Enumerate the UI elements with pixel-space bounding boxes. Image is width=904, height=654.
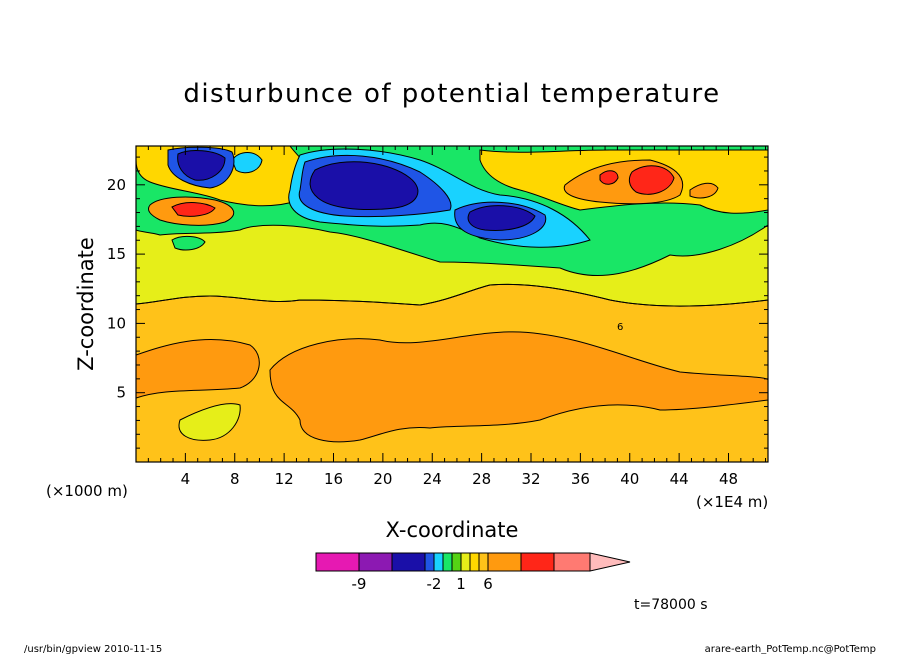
x-axis: 4 8 12 16 20 24 28 32 36 40 44 48 (147, 146, 767, 488)
colorbar-label: -9 (352, 575, 367, 593)
colorbar-arrow (589, 552, 631, 572)
colorbar-swatch (478, 552, 489, 572)
x-tick-label: 20 (373, 470, 392, 488)
colorbar-swatch (424, 552, 435, 572)
colorbar-label: -2 (427, 575, 442, 593)
region-warm-core (136, 331, 768, 443)
x-unit-left: (×1000 m) (46, 482, 128, 500)
timestamp: t=78000 s (634, 597, 708, 613)
region-upper-orange (147, 159, 719, 226)
colorbar-swatch (487, 552, 522, 572)
contour-label: 6 (617, 322, 623, 333)
x-tick-label: 40 (620, 470, 639, 488)
y-tick-label: 10 (107, 314, 126, 332)
x-unit-right: (×1E4 m) (696, 493, 768, 511)
x-tick-label: 44 (670, 470, 689, 488)
y-axis-label: Z-coordinate (74, 237, 98, 371)
colorbar-swatch (460, 552, 471, 572)
x-tick-label: 8 (230, 470, 240, 488)
colorbar-swatch (315, 552, 360, 572)
footer-right: arare-earth_PotTemp.nc@PotTemp (705, 644, 876, 654)
heatmap-field (136, 146, 768, 462)
y-tick-label: 20 (107, 176, 126, 194)
y-axis: 5 10 15 20 (107, 156, 768, 449)
x-tick-label: 28 (472, 470, 491, 488)
colorbar-swatch (391, 552, 426, 572)
colorbar-label: 6 (483, 575, 493, 593)
x-tick-label: 48 (719, 470, 738, 488)
colorbar-label: 1 (456, 575, 466, 593)
colorbar-swatch (469, 552, 480, 572)
x-tick-label: 32 (521, 470, 540, 488)
y-tick-label: 5 (116, 384, 126, 402)
chart-title: disturbunce of potential temperature (183, 79, 720, 109)
y-tick-label: 15 (107, 245, 126, 263)
colorbar-swatch (358, 552, 393, 572)
colorbar-swatch (451, 552, 462, 572)
colorbar-swatch (442, 552, 453, 572)
x-tick-label: 12 (275, 470, 294, 488)
x-tick-label: 16 (324, 470, 343, 488)
colorbar-swatch (553, 552, 591, 572)
region-darkblue (177, 150, 536, 231)
footer-left: /usr/bin/gpview 2010-11-15 (24, 644, 162, 654)
colorbar-swatch (520, 552, 555, 572)
region-upper-red (171, 165, 675, 217)
x-axis-label: X-coordinate (386, 518, 519, 542)
region-warm-small (178, 403, 241, 441)
contour-mid (136, 283, 768, 307)
colorbar-swatch (433, 552, 444, 572)
x-tick-label: 4 (181, 470, 191, 488)
x-tick-label: 24 (423, 470, 442, 488)
plot-frame (135, 145, 769, 463)
region-lower-green (171, 235, 206, 251)
colorbar: -9 -2 1 6 (315, 552, 631, 593)
x-tick-label: 36 (571, 470, 590, 488)
